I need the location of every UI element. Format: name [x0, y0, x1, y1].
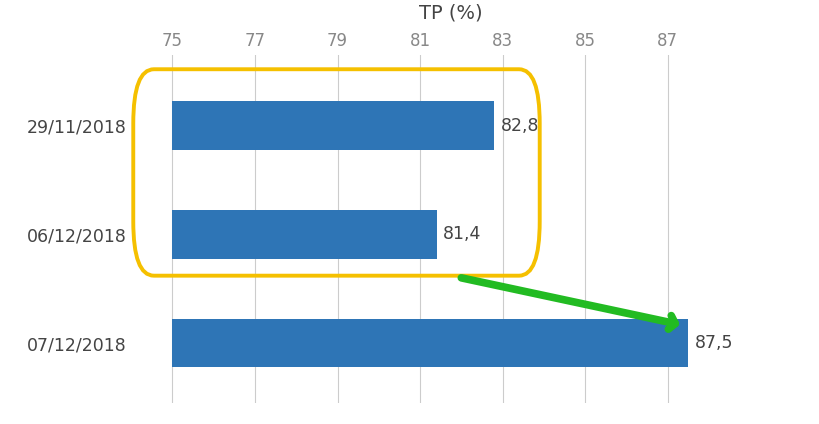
Text: 87,5: 87,5	[694, 334, 732, 352]
Bar	[172, 318, 687, 368]
Bar	[172, 210, 436, 259]
Text: 82,8: 82,8	[500, 117, 538, 135]
Text: 81,4: 81,4	[442, 226, 481, 243]
X-axis label: TP (%): TP (%)	[419, 3, 482, 22]
Bar	[172, 101, 494, 150]
